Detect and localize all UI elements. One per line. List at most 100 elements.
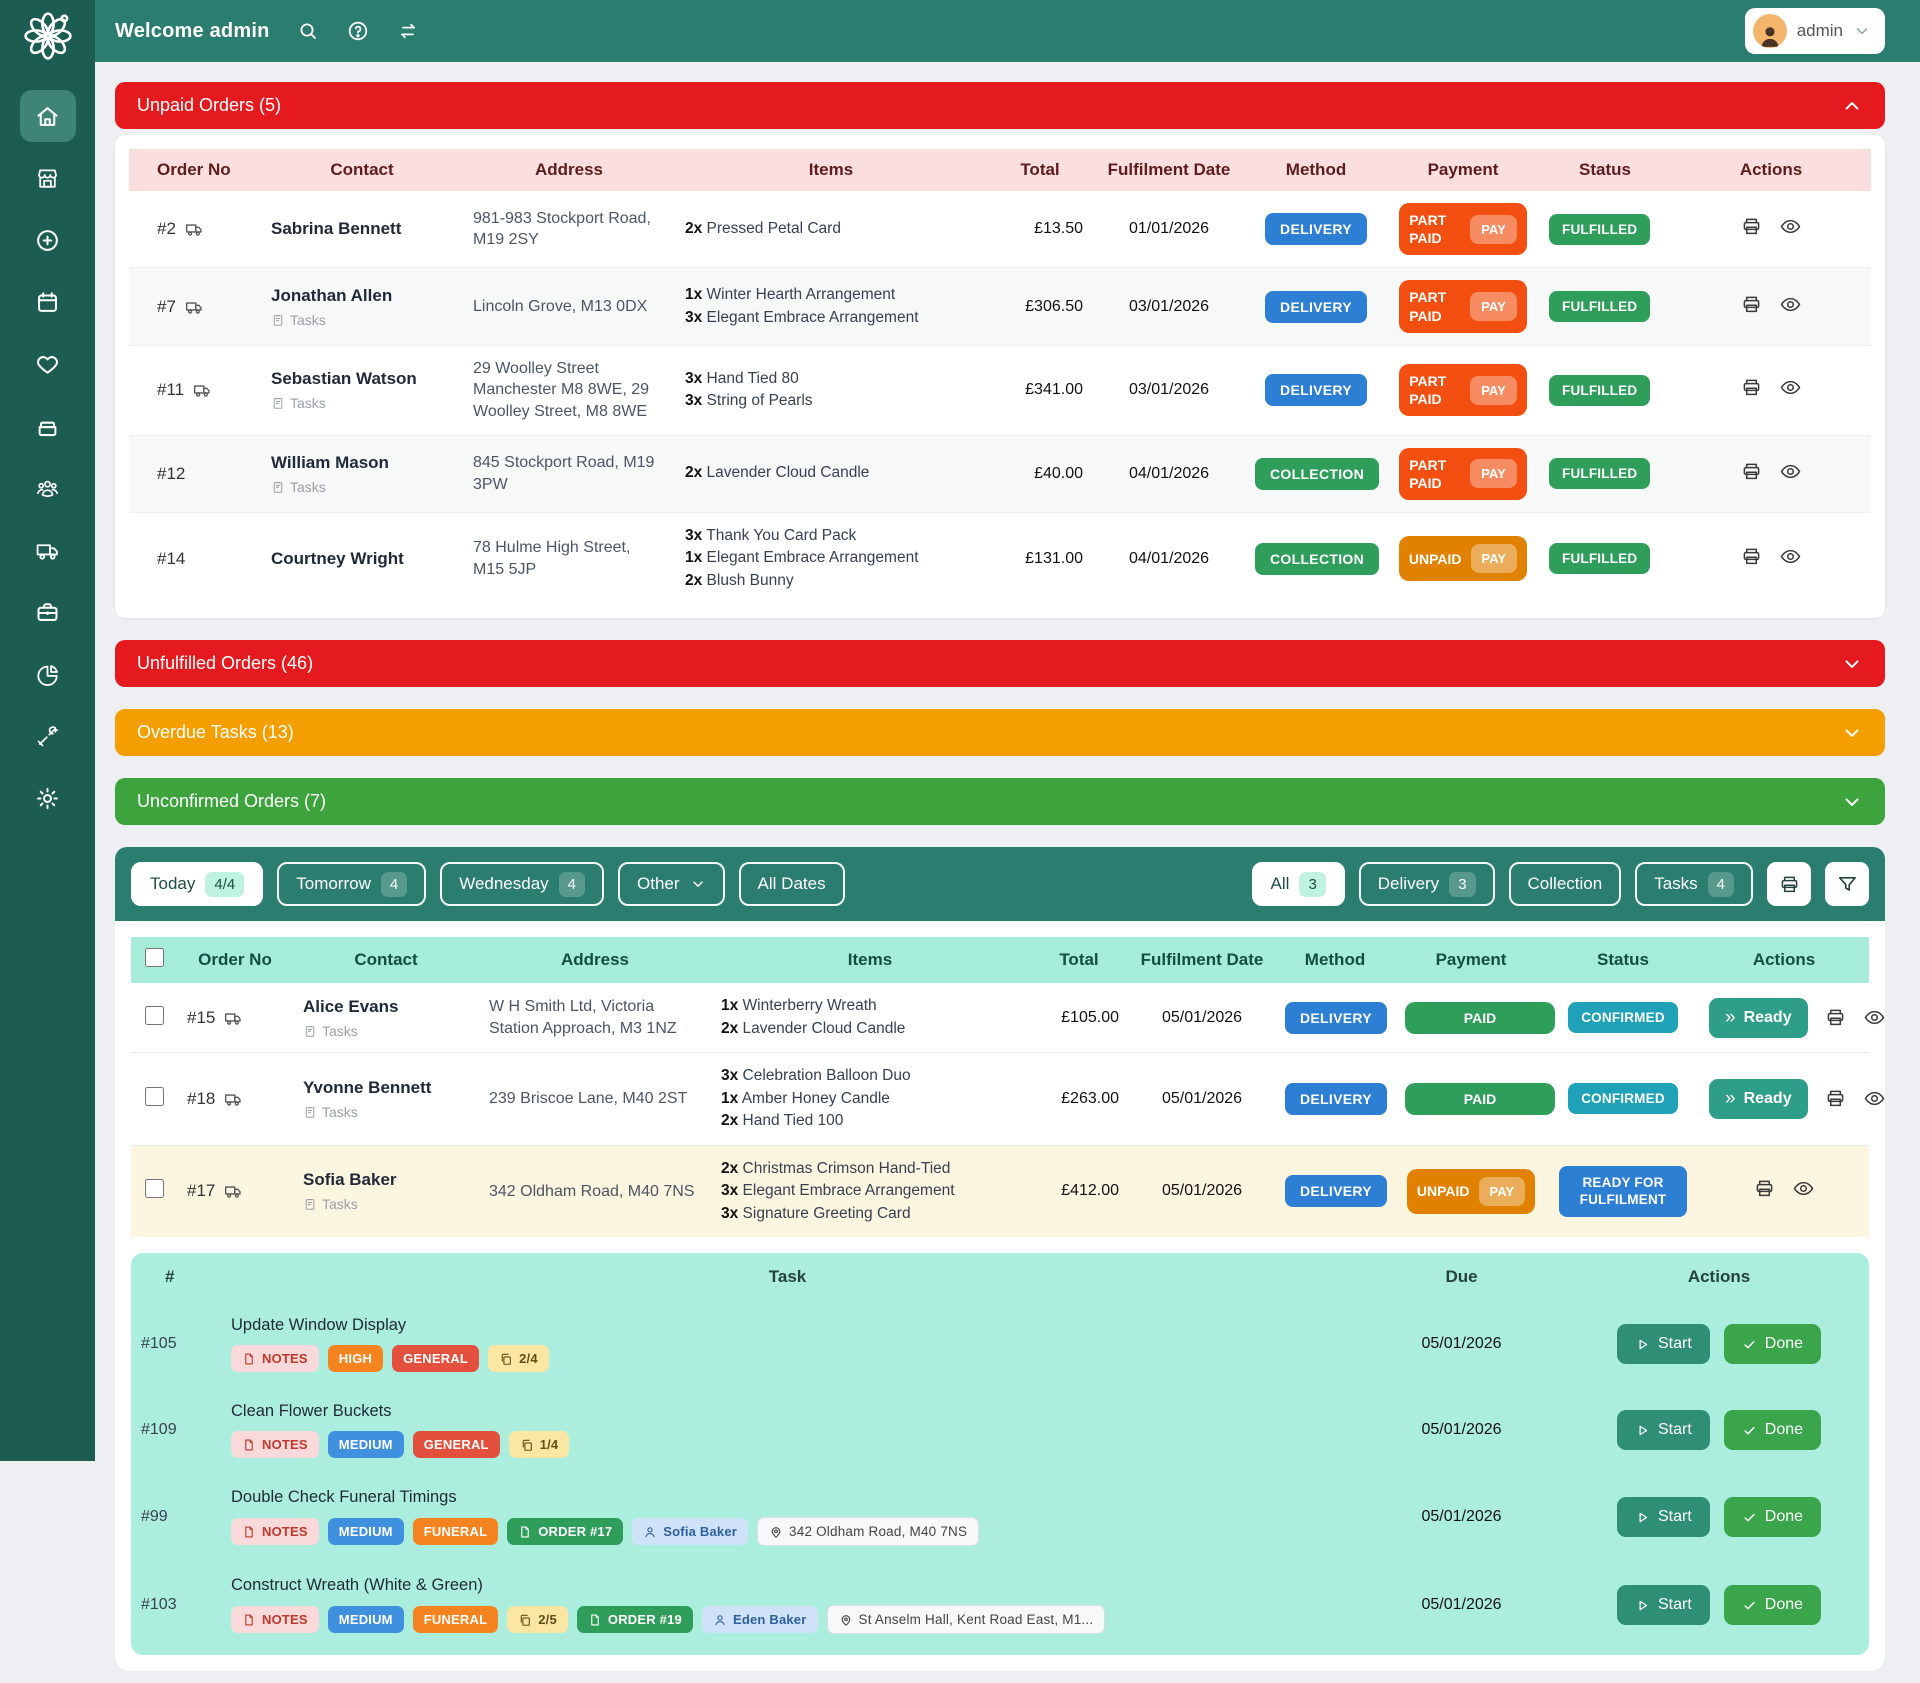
filter-collection[interactable]: Collection: [1508, 862, 1622, 907]
pay-button[interactable]: PAY: [1470, 292, 1517, 322]
sidebar-item-tools[interactable]: [20, 710, 76, 762]
filter-other[interactable]: Other: [618, 862, 725, 907]
alert-label: Overdue Tasks (13): [137, 722, 294, 743]
sidebar-item-delivery[interactable]: [20, 524, 76, 576]
view-order-button[interactable]: [1779, 215, 1802, 238]
contact-tasks-link[interactable]: Tasks: [271, 395, 453, 411]
order-total: £306.50: [1025, 297, 1083, 315]
swap-arrows-icon: [396, 19, 420, 43]
search-button[interactable]: [296, 19, 320, 43]
type-filter-chips: All 3 Delivery 3 Collection Tasks 4: [1251, 862, 1753, 907]
start-task-button[interactable]: Start: [1616, 1324, 1710, 1365]
order-checkbox[interactable]: [144, 1179, 164, 1199]
filter-all[interactable]: All 3: [1251, 862, 1345, 907]
add-icon: [34, 227, 61, 254]
view-order-button[interactable]: [1779, 545, 1802, 568]
print-order-button[interactable]: [1740, 376, 1763, 399]
sidebar-item-customers[interactable]: [20, 462, 76, 514]
contact-tasks-link[interactable]: Tasks: [303, 1104, 469, 1120]
filter-delivery[interactable]: Delivery 3: [1358, 862, 1495, 907]
pay-button[interactable]: PAY: [1470, 375, 1517, 405]
filter-button[interactable]: [1825, 862, 1869, 907]
sidebar-item-settings[interactable]: [20, 772, 76, 824]
sidebar-item-reports[interactable]: [20, 648, 76, 700]
tasks-icon: [303, 1197, 317, 1211]
view-order-button[interactable]: [1863, 1087, 1885, 1110]
fulfilment-date: 05/01/2026: [1161, 1089, 1243, 1107]
print-order-button[interactable]: [1824, 1087, 1847, 1110]
view-order-button[interactable]: [1779, 376, 1802, 399]
alert-banner-unpaid-orders[interactable]: Unpaid Orders (5): [115, 82, 1885, 129]
filter-tasks[interactable]: Tasks 4: [1635, 862, 1753, 907]
sidebar-item-store[interactable]: [20, 152, 76, 204]
payment-badge: PAID: [1405, 1001, 1555, 1034]
sidebar-item-heart[interactable]: [20, 338, 76, 390]
alert-banner-unconfirmed-orders-7[interactable]: Unconfirmed Orders (7): [115, 778, 1885, 826]
sidebar-item-add[interactable]: [20, 214, 76, 266]
select-all-checkbox[interactable]: [144, 948, 164, 968]
switch-button[interactable]: [396, 19, 420, 43]
order-total: £105.00: [1061, 1008, 1119, 1026]
order-item: 3x Thank You Card Pack: [685, 526, 857, 544]
print-order-button[interactable]: [1740, 545, 1763, 568]
done-task-button[interactable]: Done: [1723, 1410, 1822, 1451]
count-icon: [499, 1352, 513, 1366]
column-header: Order No: [129, 149, 261, 191]
order-checkbox[interactable]: [144, 1005, 164, 1025]
print-order-button[interactable]: [1740, 460, 1763, 483]
sidebar-item-calendar[interactable]: [20, 276, 76, 328]
print-order-button[interactable]: [1753, 1177, 1776, 1200]
ready-button[interactable]: » Ready: [1709, 1078, 1808, 1119]
view-order-button[interactable]: [1863, 1006, 1885, 1029]
column-header: Method: [1245, 149, 1387, 191]
column-header: Items: [675, 149, 987, 191]
pay-button[interactable]: PAY: [1470, 459, 1517, 489]
pay-button[interactable]: PAY: [1478, 1176, 1526, 1206]
contact-tasks-link[interactable]: Tasks: [271, 479, 453, 495]
contact-tasks-link[interactable]: Tasks: [303, 1023, 469, 1039]
alert-banner-overdue-tasks-13[interactable]: Overdue Tasks (13): [115, 709, 1885, 757]
printer-icon: [1740, 376, 1763, 399]
ready-button[interactable]: » Ready: [1709, 997, 1808, 1038]
done-task-button[interactable]: Done: [1723, 1585, 1822, 1626]
order-address: 342 Oldham Road, M40 7NS: [489, 1182, 695, 1200]
column-header: Actions: [1699, 937, 1869, 984]
order-checkbox[interactable]: [144, 1086, 164, 1106]
sidebar-item-drawer[interactable]: [20, 400, 76, 452]
eye-icon: [1792, 1177, 1815, 1200]
user-menu[interactable]: admin: [1744, 8, 1885, 54]
view-order-button[interactable]: [1779, 460, 1802, 483]
method-badge: DELIVERY: [1265, 213, 1367, 246]
done-task-button[interactable]: Done: [1723, 1497, 1822, 1538]
print-order-button[interactable]: [1740, 215, 1763, 238]
start-task-button[interactable]: Start: [1616, 1497, 1710, 1538]
filter-tomorrow[interactable]: Tomorrow 4: [277, 862, 427, 907]
alert-label: Unfulfilled Orders (46): [137, 653, 314, 674]
status-badge: READY FOR FULFILMENT: [1559, 1165, 1687, 1217]
done-task-button[interactable]: Done: [1723, 1324, 1822, 1365]
filter-wednesday[interactable]: Wednesday 4: [440, 862, 605, 907]
sidebar-item-work[interactable]: [20, 586, 76, 638]
alert-banner-unfulfilled-orders-46[interactable]: Unfulfilled Orders (46): [115, 640, 1885, 688]
print-order-button[interactable]: [1740, 293, 1763, 316]
tasks-icon: [271, 480, 285, 494]
filter-all-dates[interactable]: All Dates: [738, 862, 845, 907]
pay-button[interactable]: PAY: [1470, 544, 1518, 574]
order-item: 2x Hand Tied 100: [721, 1112, 844, 1130]
contact-tasks-link[interactable]: Tasks: [303, 1196, 469, 1212]
contact-name: Sebastian Watson: [271, 369, 417, 389]
start-task-button[interactable]: Start: [1616, 1410, 1710, 1451]
pay-button[interactable]: PAY: [1470, 214, 1517, 244]
order-item: 2x Lavender Cloud Candle: [685, 464, 870, 482]
app-logo-flower-icon: [0, 0, 95, 72]
start-task-button[interactable]: Start: [1616, 1585, 1710, 1626]
contact-tasks-link[interactable]: Tasks: [271, 312, 453, 328]
view-order-button[interactable]: [1779, 293, 1802, 316]
help-button[interactable]: [346, 19, 370, 43]
column-header: Task: [768, 1267, 807, 1287]
view-order-button[interactable]: [1792, 1177, 1815, 1200]
print-list-button[interactable]: [1767, 862, 1811, 907]
filter-today[interactable]: Today 4/4: [131, 862, 264, 907]
sidebar-item-home[interactable]: [19, 90, 76, 142]
print-order-button[interactable]: [1824, 1006, 1847, 1029]
